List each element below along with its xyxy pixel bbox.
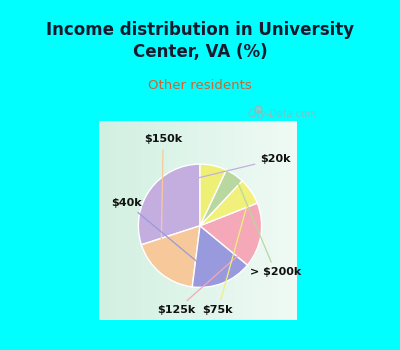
Bar <box>142 121 145 320</box>
Bar <box>145 121 148 320</box>
Bar <box>165 121 168 320</box>
Bar <box>122 121 125 320</box>
Text: Income distribution in University
Center, VA (%): Income distribution in University Center… <box>46 21 354 61</box>
Bar <box>148 121 152 320</box>
Bar <box>162 121 165 320</box>
Bar <box>291 121 294 320</box>
Bar <box>241 121 244 320</box>
Wedge shape <box>200 181 257 226</box>
Bar <box>112 121 115 320</box>
Bar <box>191 121 195 320</box>
Bar <box>128 121 132 320</box>
Bar <box>294 121 298 320</box>
Wedge shape <box>200 170 242 226</box>
Text: $40k: $40k <box>111 198 220 281</box>
Bar <box>248 121 251 320</box>
Bar <box>254 121 258 320</box>
Bar <box>244 121 248 320</box>
Bar <box>152 121 155 320</box>
Bar <box>281 121 284 320</box>
Bar <box>268 121 271 320</box>
Bar <box>201 121 205 320</box>
Bar <box>135 121 138 320</box>
Bar <box>175 121 178 320</box>
Bar <box>105 121 108 320</box>
Bar <box>288 121 291 320</box>
Bar <box>99 121 102 320</box>
Bar <box>188 121 191 320</box>
Text: $125k: $125k <box>157 237 259 315</box>
Bar <box>261 121 264 320</box>
Bar <box>274 121 278 320</box>
Bar <box>238 121 241 320</box>
Bar <box>258 121 261 320</box>
Bar <box>182 121 185 320</box>
Wedge shape <box>200 203 262 265</box>
Bar <box>271 121 274 320</box>
Bar <box>158 121 162 320</box>
Bar <box>211 121 214 320</box>
Bar <box>264 121 268 320</box>
Bar <box>208 121 211 320</box>
Bar <box>224 121 228 320</box>
Text: $150k: $150k <box>144 134 182 271</box>
Bar <box>178 121 182 320</box>
Text: Other residents: Other residents <box>148 79 252 92</box>
Bar <box>251 121 254 320</box>
Bar <box>172 121 175 320</box>
Bar <box>132 121 135 320</box>
Bar <box>228 121 231 320</box>
Bar <box>108 121 112 320</box>
Bar <box>155 121 158 320</box>
Bar <box>205 121 208 320</box>
Bar <box>125 121 128 320</box>
Wedge shape <box>141 226 200 287</box>
Bar <box>198 121 201 320</box>
Bar <box>115 121 118 320</box>
Wedge shape <box>138 164 200 245</box>
Text: > $200k: > $200k <box>236 177 301 278</box>
Bar <box>102 121 105 320</box>
Wedge shape <box>200 164 226 226</box>
Bar <box>218 121 221 320</box>
Text: $75k: $75k <box>203 194 250 315</box>
Bar <box>284 121 288 320</box>
Text: City-Data.com: City-Data.com <box>247 109 317 119</box>
Bar <box>214 121 218 320</box>
Text: $20k: $20k <box>153 154 291 189</box>
Bar <box>168 121 172 320</box>
Bar <box>195 121 198 320</box>
Bar <box>138 121 142 320</box>
Bar <box>231 121 234 320</box>
Bar <box>221 121 224 320</box>
Bar <box>234 121 238 320</box>
Bar <box>185 121 188 320</box>
Wedge shape <box>192 226 248 287</box>
Bar <box>118 121 122 320</box>
Bar <box>278 121 281 320</box>
